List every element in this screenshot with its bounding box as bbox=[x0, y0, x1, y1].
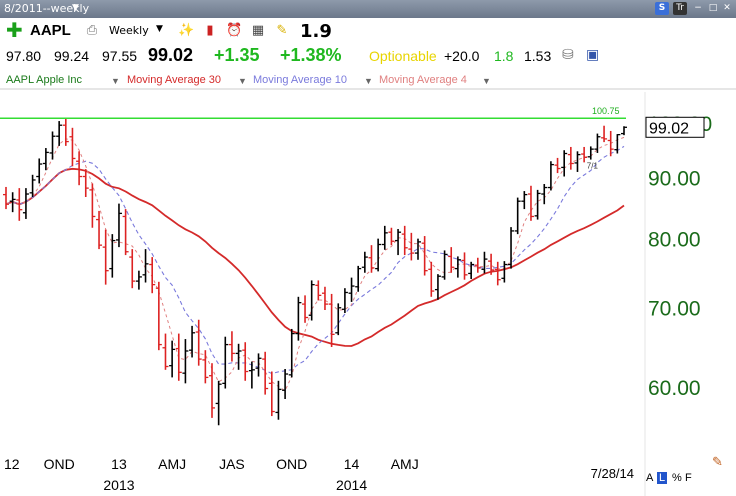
legend-caret-icon[interactable]: ▼ bbox=[111, 76, 120, 86]
x-tick-label: JAS bbox=[219, 456, 245, 472]
period-select[interactable]: Weekly bbox=[109, 24, 149, 37]
print-icon[interactable]: ⎙ bbox=[86, 23, 98, 38]
x-tick-label: 14 bbox=[344, 456, 360, 472]
add-symbol-icon[interactable]: ✚ bbox=[6, 18, 23, 42]
quote-last: 99.02 bbox=[148, 45, 194, 65]
quote-high: 99.24 bbox=[54, 48, 90, 64]
optionable-label: Optionable bbox=[369, 48, 437, 64]
ma4-line bbox=[5, 136, 625, 392]
save-icon[interactable]: ▣ bbox=[586, 46, 600, 62]
last-price-label: 99.02 bbox=[649, 120, 689, 137]
x-year-label: 2014 bbox=[336, 477, 367, 493]
x-tick-label: 13 bbox=[111, 456, 127, 472]
last-price-box bbox=[645, 116, 705, 138]
restore-icon[interactable]: □ bbox=[708, 3, 718, 13]
ma30-line bbox=[5, 167, 625, 347]
candles-icon[interactable]: ▮ bbox=[206, 23, 214, 38]
auto-scale-toggle[interactable]: A bbox=[646, 472, 654, 484]
period-dropdown-icon[interactable]: ▼ bbox=[156, 24, 163, 34]
x-year-label: 2013 bbox=[103, 477, 134, 493]
quote-open: 97.80 bbox=[6, 48, 42, 64]
y-tick-label: 90.00 bbox=[648, 168, 701, 191]
x-tick-label: OND bbox=[276, 456, 307, 472]
quote-change-pct: +1.38% bbox=[280, 45, 342, 65]
close-icon[interactable]: ✕ bbox=[723, 3, 731, 13]
legend: AAPL Apple Inc ▼ Moving Average 30 ▼ Mov… bbox=[0, 71, 640, 89]
s-button[interactable]: S bbox=[655, 2, 669, 15]
quote-v3: 1.53 bbox=[524, 48, 552, 64]
tr-button[interactable]: Tr bbox=[673, 2, 687, 15]
y-tick-label: 80.00 bbox=[648, 228, 701, 251]
ma10-line bbox=[5, 145, 625, 375]
annotation-label: 7/1 bbox=[587, 162, 599, 171]
quote-v1: +20.0 bbox=[444, 48, 480, 64]
database-icon[interactable]: ⛁ bbox=[562, 46, 574, 62]
minimize-icon[interactable]: − bbox=[694, 3, 702, 13]
window-title[interactable]: 8/2011--weekly bbox=[4, 2, 90, 15]
toolbar: ✚ AAPL ⎙ Weekly ▼ ✨ ▮ ⏰ ▦ ✎ 1.9 bbox=[0, 18, 736, 44]
legend-item-ma10[interactable]: Moving Average 10 bbox=[253, 74, 347, 86]
toolbar-value: 1.9 bbox=[300, 21, 332, 42]
symbol-label[interactable]: AAPL bbox=[30, 22, 71, 39]
quote-bar: 97.80 99.24 97.55 99.02 +1.35 +1.38% Opt… bbox=[0, 45, 736, 69]
percent-scale-toggle[interactable]: % bbox=[672, 472, 682, 484]
legend-item-aapl[interactable]: AAPL Apple Inc bbox=[6, 74, 83, 86]
x-tick-label: AMJ bbox=[391, 456, 419, 472]
last-date-label: 7/28/14 bbox=[591, 466, 634, 481]
x-tick-label: 12 bbox=[4, 456, 20, 472]
legend-item-ma4[interactable]: Moving Average 4 bbox=[379, 74, 467, 86]
y-tick-label: 70.00 bbox=[648, 297, 701, 320]
window-titlebar: 8/2011--weekly ▼ S Tr − □ ✕ bbox=[0, 0, 736, 18]
green-line-label: 100.75 bbox=[592, 106, 620, 116]
fit-scale-toggle[interactable]: F bbox=[685, 472, 692, 484]
quote-change: +1.35 bbox=[214, 45, 260, 65]
tools-icon[interactable]: ✨ bbox=[178, 23, 195, 38]
legend-caret-icon[interactable]: ▼ bbox=[238, 76, 247, 86]
calculator-icon[interactable]: ▦ bbox=[251, 23, 265, 38]
quote-v2: 1.8 bbox=[494, 48, 514, 64]
note-icon[interactable]: ✎ bbox=[276, 23, 288, 38]
log-scale-toggle[interactable]: L bbox=[657, 472, 668, 484]
y-tick-label: 60.00 bbox=[648, 377, 701, 400]
x-tick-label: AMJ bbox=[158, 456, 186, 472]
x-tick-label: OND bbox=[44, 456, 75, 472]
title-dropdown-icon[interactable]: ▼ bbox=[72, 3, 79, 13]
legend-item-ma30[interactable]: Moving Average 30 bbox=[127, 74, 221, 86]
legend-caret-icon[interactable]: ▼ bbox=[482, 76, 491, 86]
draw-pencil-icon[interactable]: ✎ bbox=[712, 454, 723, 469]
alarm-clock-icon[interactable]: ⏰ bbox=[226, 23, 243, 38]
legend-caret-icon[interactable]: ▼ bbox=[364, 76, 373, 86]
quote-low: 97.55 bbox=[102, 48, 138, 64]
